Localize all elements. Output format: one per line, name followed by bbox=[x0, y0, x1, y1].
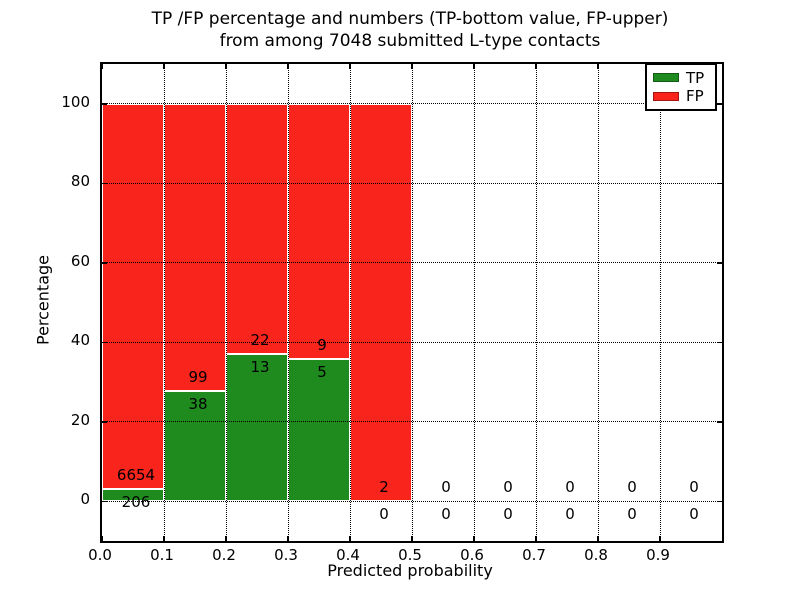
xtick-bottom-5 bbox=[411, 536, 413, 541]
xtick-top-6 bbox=[473, 64, 475, 69]
xtick-bottom-9 bbox=[659, 536, 661, 541]
ytick-right-100 bbox=[717, 103, 722, 105]
xtick-bottom-3 bbox=[287, 536, 289, 541]
fp-count-label-2: 22 bbox=[250, 330, 270, 349]
chart-title-line2: from among 7048 submitted L-type contact… bbox=[219, 31, 601, 51]
ytick-right-60 bbox=[717, 262, 722, 264]
gridline-x-0.4 bbox=[349, 64, 351, 541]
gridline-x-0.7 bbox=[535, 64, 537, 541]
y-tick-label-40: 40 bbox=[70, 331, 90, 350]
bar-segment-fp-1 bbox=[164, 103, 226, 391]
y-tick-label-60: 60 bbox=[70, 251, 90, 270]
x-tick-label-0.0: 0.0 bbox=[88, 546, 112, 564]
tp-count-label-1: 38 bbox=[188, 394, 208, 413]
tp-color-swatch bbox=[653, 73, 679, 83]
y-tick-label-0: 0 bbox=[80, 490, 90, 509]
xtick-top-2 bbox=[225, 64, 227, 69]
fp-count-label-4: 2 bbox=[379, 478, 389, 497]
tp-count-label-7: 0 bbox=[565, 505, 575, 524]
legend-item-fp: FP bbox=[653, 88, 709, 104]
legend: TP FP bbox=[645, 63, 717, 111]
xtick-bottom-2 bbox=[225, 536, 227, 541]
x-tick-label-0.2: 0.2 bbox=[212, 546, 236, 564]
xtick-top-0 bbox=[101, 64, 103, 69]
xtick-bottom-4 bbox=[349, 536, 351, 541]
gridline-x-0.9 bbox=[659, 64, 661, 541]
tp-count-label-0: 206 bbox=[121, 493, 151, 512]
gridline-x-0.2 bbox=[225, 64, 227, 541]
gridline-x-0.1 bbox=[163, 64, 165, 541]
ytick-left-20 bbox=[102, 421, 107, 423]
ytick-left-40 bbox=[102, 341, 107, 343]
y-tick-label-80: 80 bbox=[70, 172, 90, 191]
gridline-x-0.3 bbox=[287, 64, 289, 541]
x-tick-label-0.4: 0.4 bbox=[336, 546, 360, 564]
x-tick-label-0.6: 0.6 bbox=[460, 546, 484, 564]
chart-title: TP /FP percentage and numbers (TP-bottom… bbox=[100, 8, 720, 52]
ytick-left-80 bbox=[102, 182, 107, 184]
fp-count-label-0: 6654 bbox=[116, 466, 156, 485]
gridline-x-0.8 bbox=[597, 64, 599, 541]
x-tick-label-0.8: 0.8 bbox=[584, 546, 608, 564]
x-tick-label-0.9: 0.9 bbox=[646, 546, 670, 564]
xtick-bottom-0 bbox=[101, 536, 103, 541]
ytick-left-0 bbox=[102, 500, 107, 502]
tp-count-label-3: 5 bbox=[317, 363, 327, 382]
y-tick-label-20: 20 bbox=[70, 410, 90, 429]
xtick-bottom-7 bbox=[535, 536, 537, 541]
x-tick-label-0.5: 0.5 bbox=[398, 546, 422, 564]
xtick-top-3 bbox=[287, 64, 289, 69]
ytick-right-80 bbox=[717, 182, 722, 184]
fp-count-label-3: 9 bbox=[317, 336, 327, 355]
legend-item-tp: TP bbox=[653, 70, 709, 86]
xtick-top-4 bbox=[349, 64, 351, 69]
xtick-top-1 bbox=[163, 64, 165, 69]
legend-label-fp: FP bbox=[686, 87, 704, 106]
xtick-top-8 bbox=[597, 64, 599, 69]
fp-count-label-5: 0 bbox=[441, 478, 451, 497]
ytick-right-20 bbox=[717, 421, 722, 423]
xtick-bottom-1 bbox=[163, 536, 165, 541]
bar-segment-tp-2 bbox=[226, 353, 288, 502]
bar-segment-fp-2 bbox=[226, 103, 288, 354]
gridline-x-0.5 bbox=[411, 64, 413, 541]
bar-segment-tp-1 bbox=[164, 390, 226, 502]
tp-count-label-6: 0 bbox=[503, 505, 513, 524]
xtick-top-7 bbox=[535, 64, 537, 69]
y-tick-label-100: 100 bbox=[61, 92, 90, 111]
chart-title-line1: TP /FP percentage and numbers (TP-bottom… bbox=[151, 9, 669, 29]
ytick-right-0 bbox=[717, 500, 722, 502]
tp-count-label-4: 0 bbox=[379, 505, 389, 524]
bar-segment-fp-0 bbox=[102, 103, 164, 490]
x-tick-label-0.1: 0.1 bbox=[150, 546, 174, 564]
ytick-left-100 bbox=[102, 103, 107, 105]
fp-count-label-1: 99 bbox=[188, 367, 208, 386]
bar-segment-fp-3 bbox=[288, 103, 350, 360]
xtick-bottom-8 bbox=[597, 536, 599, 541]
bar-segment-fp-4 bbox=[350, 103, 412, 502]
plot-area: 6654 206 99 38 22 13 9 5 2 0 0 0 0 0 0 0 0 0 0 0 bbox=[100, 62, 724, 543]
xtick-bottom-6 bbox=[473, 536, 475, 541]
fp-count-label-6: 0 bbox=[503, 478, 513, 497]
fp-count-label-8: 0 bbox=[627, 478, 637, 497]
x-tick-label-0.3: 0.3 bbox=[274, 546, 298, 564]
tp-count-label-5: 0 bbox=[441, 505, 451, 524]
fp-color-swatch bbox=[653, 91, 679, 101]
xtick-top-5 bbox=[411, 64, 413, 69]
x-tick-label-0.7: 0.7 bbox=[522, 546, 546, 564]
gridline-x-0.6 bbox=[473, 64, 475, 541]
x-axis-label: Predicted probability bbox=[327, 561, 493, 580]
tp-count-label-9: 0 bbox=[689, 505, 699, 524]
ytick-left-60 bbox=[102, 262, 107, 264]
tp-count-label-2: 13 bbox=[250, 357, 270, 376]
legend-label-tp: TP bbox=[686, 68, 705, 87]
ytick-right-40 bbox=[717, 341, 722, 343]
fp-count-label-9: 0 bbox=[689, 478, 699, 497]
fp-count-label-7: 0 bbox=[565, 478, 575, 497]
tp-count-label-8: 0 bbox=[627, 505, 637, 524]
